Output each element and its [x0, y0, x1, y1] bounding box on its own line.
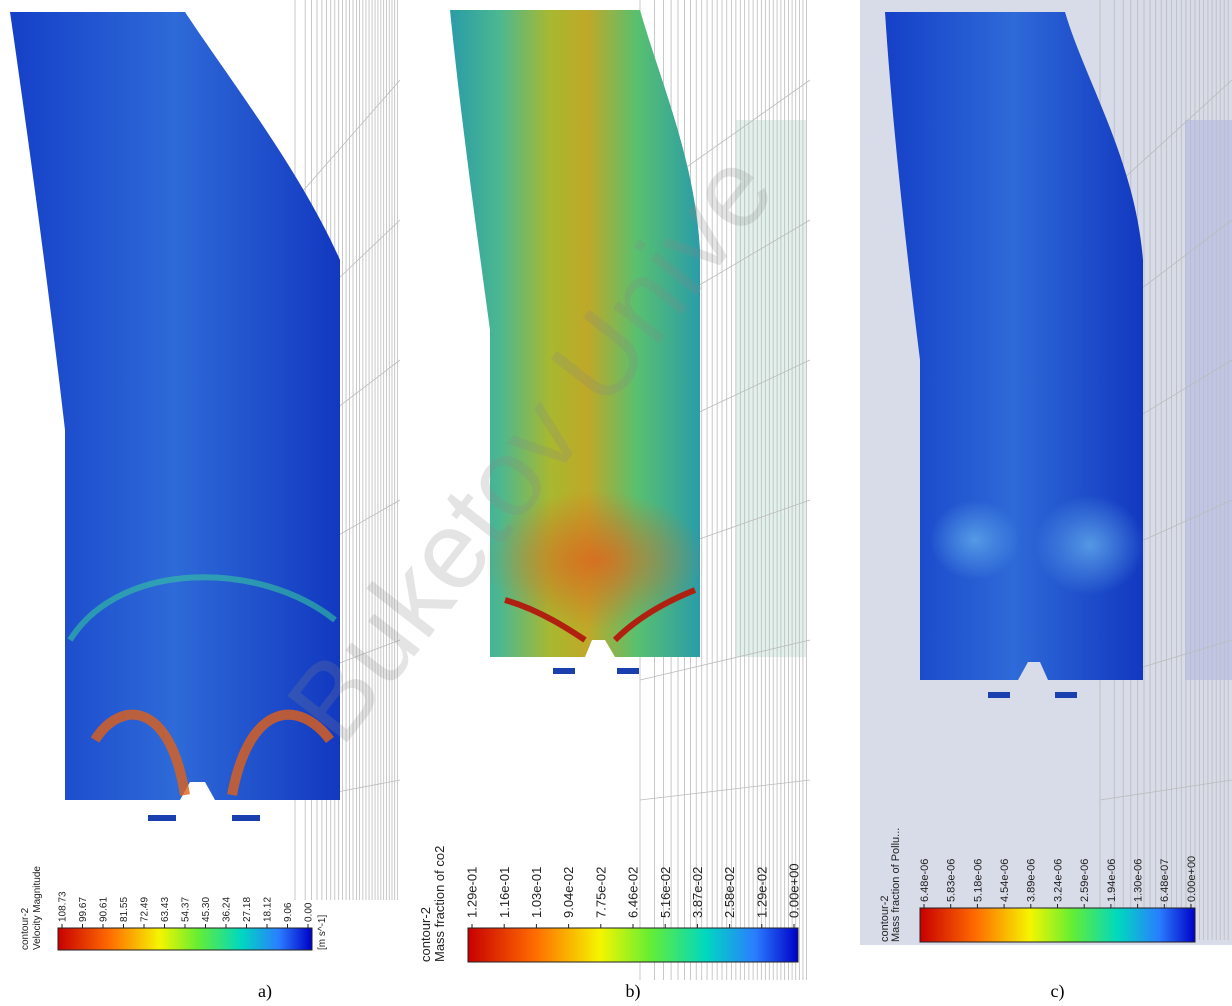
legend-quantity: Mass fraction of co2: [432, 846, 447, 962]
colorbar-label: 6.48e-06: [919, 859, 931, 902]
colorbar-label: 6.46e-02: [626, 867, 641, 918]
inlet: [1055, 692, 1077, 698]
plume-region: [930, 500, 1020, 580]
colorbar-label: 9.04e-02: [561, 867, 576, 918]
inlet: [988, 692, 1010, 698]
colorbar-label: 1.94e-06: [1106, 859, 1118, 902]
colorbar-label: 99.67: [78, 897, 89, 922]
legend-contour-name: contour-2: [418, 907, 433, 962]
colorbar-label: 5.16e-02: [658, 867, 673, 918]
colorbar-label: 72.49: [140, 897, 151, 922]
colorbar-label: 3.89e-06: [1026, 859, 1038, 902]
colorbar-label: 5.83e-06: [946, 859, 958, 902]
mesh-line: [295, 80, 400, 200]
legend-contour-name: contour-2: [20, 907, 31, 950]
colorbar-label: 9.06: [283, 902, 294, 922]
ghost-domain: [1185, 120, 1232, 680]
colorbar-label: 1.29e-01: [465, 867, 480, 918]
colorbar-label: 4.54e-06: [999, 859, 1011, 902]
colorbar-label: 5.18e-06: [972, 859, 984, 902]
panel-label: b): [626, 981, 641, 1002]
colorbar-label: 54.37: [181, 897, 192, 922]
inlet: [232, 815, 260, 821]
colorbar-label: 7.75e-02: [593, 867, 608, 918]
colorbar-label: 2.58e-02: [722, 867, 737, 918]
colorbar-label: 0.00e+00: [787, 863, 802, 918]
plume-region: [1035, 495, 1145, 595]
panel-label: a): [258, 981, 272, 1002]
colorbar-label: 0.00e+00: [1186, 856, 1198, 902]
colorbar: [920, 908, 1195, 942]
legend-unit: [m s^-1]: [317, 915, 328, 950]
legend-quantity: Mass fraction of Pollu...: [890, 828, 902, 942]
colorbar-label: 1.30e-06: [1132, 859, 1144, 902]
colorbar-label: 1.29e-02: [754, 867, 769, 918]
colorbar: [468, 928, 798, 962]
colorbar-label: 1.16e-01: [497, 867, 512, 918]
colorbar: [58, 928, 312, 950]
colorbar-label: 2.59e-06: [1079, 859, 1091, 902]
colorbar-label: 108.73: [58, 891, 69, 922]
colorbar-label: 36.24: [222, 897, 233, 922]
colorbar-label: 18.12: [263, 897, 274, 922]
inlet: [148, 815, 176, 821]
inlet: [617, 668, 639, 674]
colorbar-label: 90.61: [99, 897, 110, 922]
panel-label: c): [1051, 981, 1065, 1002]
colorbar-label: 6.48e-07: [1159, 859, 1171, 902]
colorbar-label: 63.43: [160, 897, 171, 922]
colorbar-label: 3.24e-06: [1052, 859, 1064, 902]
colorbar-label: 45.30: [201, 897, 212, 922]
colorbar-label: 27.18: [242, 897, 253, 922]
colorbar-label: 81.55: [119, 897, 130, 922]
legend-quantity: Velocity Magnitude: [32, 866, 43, 950]
figure: Buketov Unive 108.7399.6790.6181.5572.49…: [0, 0, 1232, 1006]
colorbar-label: 0.00: [304, 902, 315, 922]
colorbar-label: 1.03e-01: [529, 867, 544, 918]
colorbar-label: 3.87e-02: [690, 867, 705, 918]
inlet: [553, 668, 575, 674]
